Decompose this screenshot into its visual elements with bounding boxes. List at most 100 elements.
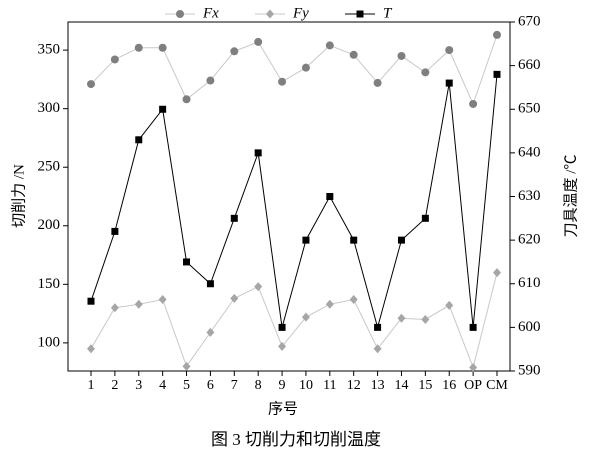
data-point bbox=[373, 344, 382, 354]
data-point bbox=[110, 55, 119, 64]
legend-label: Fx bbox=[202, 5, 219, 21]
data-point bbox=[325, 41, 334, 50]
data-point bbox=[206, 76, 215, 85]
x-tick-label: OP bbox=[464, 378, 482, 393]
data-point bbox=[493, 268, 501, 278]
x-tick-label: 10 bbox=[299, 378, 313, 393]
data-point bbox=[230, 47, 239, 56]
plot-frame bbox=[67, 21, 511, 372]
data-point bbox=[445, 79, 453, 87]
x-tick-label: 8 bbox=[255, 378, 262, 393]
data-point bbox=[278, 77, 287, 86]
y-tick-label: 350 bbox=[38, 42, 61, 58]
series-line bbox=[90, 34, 498, 106]
x-tick-label: 4 bbox=[159, 378, 166, 393]
data-point bbox=[350, 236, 358, 244]
x-tick-label: 5 bbox=[183, 378, 190, 393]
data-point bbox=[183, 258, 191, 266]
x-tick-label: 9 bbox=[279, 378, 286, 393]
y2-tick-label: 660 bbox=[518, 57, 541, 73]
data-point bbox=[159, 105, 167, 113]
x-tick-label: 6 bbox=[207, 378, 214, 393]
data-point bbox=[87, 344, 95, 354]
y2-tick-label: 640 bbox=[518, 144, 541, 160]
data-point bbox=[301, 312, 310, 322]
x-tick-label: 3 bbox=[135, 378, 142, 393]
data-point bbox=[445, 46, 454, 55]
data-point bbox=[278, 323, 286, 331]
data-point bbox=[182, 95, 191, 104]
data-point bbox=[254, 282, 263, 292]
data-point bbox=[374, 323, 382, 331]
data-point bbox=[349, 50, 358, 59]
data-point bbox=[206, 327, 215, 337]
x-tick-label: 2 bbox=[111, 378, 118, 393]
x-tick-label: 15 bbox=[418, 378, 432, 393]
data-point bbox=[135, 136, 143, 144]
y2-tick-label: 590 bbox=[518, 362, 541, 378]
data-point bbox=[110, 303, 119, 313]
data-point bbox=[493, 70, 501, 78]
x-tick-label: 14 bbox=[394, 378, 408, 393]
data-point bbox=[254, 37, 263, 46]
legend-label: Fy bbox=[292, 5, 309, 21]
x-tick-label: 7 bbox=[231, 378, 238, 393]
y2-tick-label: 670 bbox=[518, 13, 541, 29]
data-point bbox=[421, 314, 430, 324]
legend-label: T bbox=[383, 5, 393, 21]
data-point bbox=[469, 323, 477, 331]
data-point bbox=[493, 30, 501, 39]
data-point bbox=[134, 299, 143, 309]
data-point bbox=[469, 99, 478, 108]
data-point bbox=[421, 214, 429, 222]
data-point bbox=[134, 43, 143, 52]
data-point bbox=[326, 193, 334, 200]
data-point bbox=[182, 361, 191, 371]
data-point bbox=[158, 43, 167, 52]
y-tick-label: 150 bbox=[38, 276, 61, 292]
data-point bbox=[469, 362, 478, 372]
legend-marker bbox=[266, 9, 274, 19]
data-point bbox=[230, 293, 239, 303]
y-axis-label: 切削力 /N bbox=[10, 164, 27, 228]
data-point bbox=[87, 297, 95, 305]
x-tick-label: CM bbox=[486, 378, 508, 393]
y-tick-label: 200 bbox=[38, 217, 61, 233]
data-point bbox=[325, 299, 334, 309]
x-tick-label: 12 bbox=[347, 378, 361, 393]
data-point bbox=[254, 149, 262, 157]
y-tick-label: 250 bbox=[38, 159, 61, 175]
data-point bbox=[397, 236, 405, 244]
data-point bbox=[302, 236, 310, 244]
x-axis-label: 序号 bbox=[268, 400, 298, 417]
y-tick-label: 100 bbox=[38, 334, 61, 350]
x-tick-label: 1 bbox=[88, 378, 95, 393]
x-tick-label: 13 bbox=[371, 378, 385, 393]
data-point bbox=[445, 300, 454, 310]
y2-tick-label: 600 bbox=[518, 319, 541, 335]
legend-marker bbox=[356, 10, 364, 18]
data-point bbox=[158, 295, 167, 305]
data-point bbox=[230, 214, 238, 222]
series-line bbox=[90, 272, 498, 370]
data-point bbox=[87, 80, 95, 89]
x-tick-label: 16 bbox=[442, 378, 456, 393]
y2-tick-label: 650 bbox=[518, 101, 541, 117]
data-point bbox=[421, 68, 430, 77]
data-point bbox=[111, 227, 119, 235]
y2-tick-label: 610 bbox=[518, 275, 541, 291]
data-point bbox=[278, 341, 287, 351]
data-point bbox=[206, 280, 214, 288]
data-point bbox=[397, 313, 406, 323]
y2-axis-label: 刀具温度 /℃ bbox=[562, 155, 579, 238]
y2-tick-label: 630 bbox=[518, 188, 541, 204]
data-point bbox=[349, 295, 358, 305]
series-line bbox=[90, 74, 498, 330]
data-point bbox=[373, 78, 382, 87]
caption: 图 3 切削力和切削温度 bbox=[211, 430, 381, 449]
x-tick-label: 11 bbox=[323, 378, 336, 393]
y-tick-label: 300 bbox=[38, 100, 61, 116]
legend-marker bbox=[176, 10, 184, 18]
data-point bbox=[397, 51, 406, 60]
